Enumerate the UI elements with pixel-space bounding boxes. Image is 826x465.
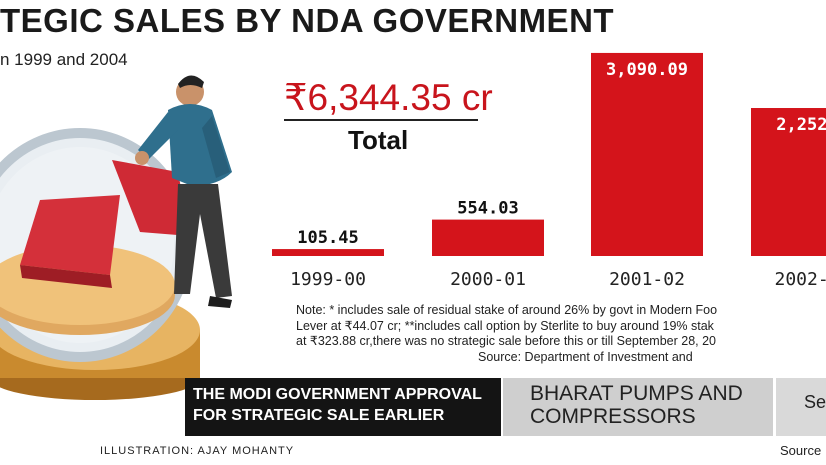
illustration-investor-pie-magnifier bbox=[0, 75, 232, 400]
banner-heading: THE MODI GOVERNMENT APPROVAL FOR STRATEG… bbox=[193, 384, 482, 426]
bar-value-label: 2,252. bbox=[776, 115, 826, 135]
note-line: at ₹323.88 cr,there was no strategic sal… bbox=[296, 334, 716, 348]
chart-title: TEGIC SALES BY NDA GOVERNMENT bbox=[0, 2, 615, 39]
bar-2000-01 bbox=[432, 219, 544, 256]
note-line: Note: * includes sale of residual stake … bbox=[296, 303, 718, 317]
total-divider bbox=[284, 119, 478, 121]
banner-company-box bbox=[503, 378, 773, 436]
illustration-credit: ILLUSTRATION: AJAY MOHANTY bbox=[100, 445, 295, 457]
bar-value-label: 554.03 bbox=[457, 199, 518, 219]
note-line: Lever at ₹44.07 cr; **includes call opti… bbox=[296, 318, 714, 333]
bar-value-label: 3,090.09 bbox=[606, 60, 688, 80]
category-label: 1999-00 bbox=[290, 269, 366, 290]
category-label: 2001-02 bbox=[609, 269, 685, 290]
chart-subtitle: n 1999 and 2004 bbox=[0, 50, 128, 69]
banner-heading-line2: FOR STRATEGIC SALE EARLIER bbox=[193, 407, 445, 424]
total-label: Total bbox=[348, 125, 409, 155]
bar-2001-02 bbox=[591, 52, 703, 256]
company-name-line2: COMPRESSORS bbox=[530, 405, 696, 428]
total-value: ₹6,344.35 cr bbox=[284, 77, 493, 118]
banner-heading-line1: THE MODI GOVERNMENT APPROVAL bbox=[193, 386, 482, 403]
company-name-line1: BHARAT PUMPS AND bbox=[530, 382, 743, 405]
footer-source: Source bbox=[780, 443, 822, 458]
banner-date-box bbox=[776, 378, 826, 436]
bar-chart: 105.45 1999-00 554.03 2000-01 3,090.09 2001-0… bbox=[272, 52, 826, 290]
banner-company: BHARAT PUMPS AND COMPRESSORS bbox=[530, 382, 743, 428]
category-label: 2000-01 bbox=[450, 269, 526, 290]
note-source-line: Source: Department of Investment and bbox=[478, 349, 693, 364]
bar-1999-00 bbox=[272, 249, 384, 256]
banner-heading-box bbox=[185, 378, 501, 436]
bar-2002-0 bbox=[751, 108, 826, 256]
bar-value-label: 105.45 bbox=[297, 228, 358, 248]
chart-note: Note: * includes sale of residual stake … bbox=[296, 303, 826, 365]
category-label: 2002-0 bbox=[774, 269, 826, 290]
banner-date: Sep bbox=[804, 392, 826, 412]
